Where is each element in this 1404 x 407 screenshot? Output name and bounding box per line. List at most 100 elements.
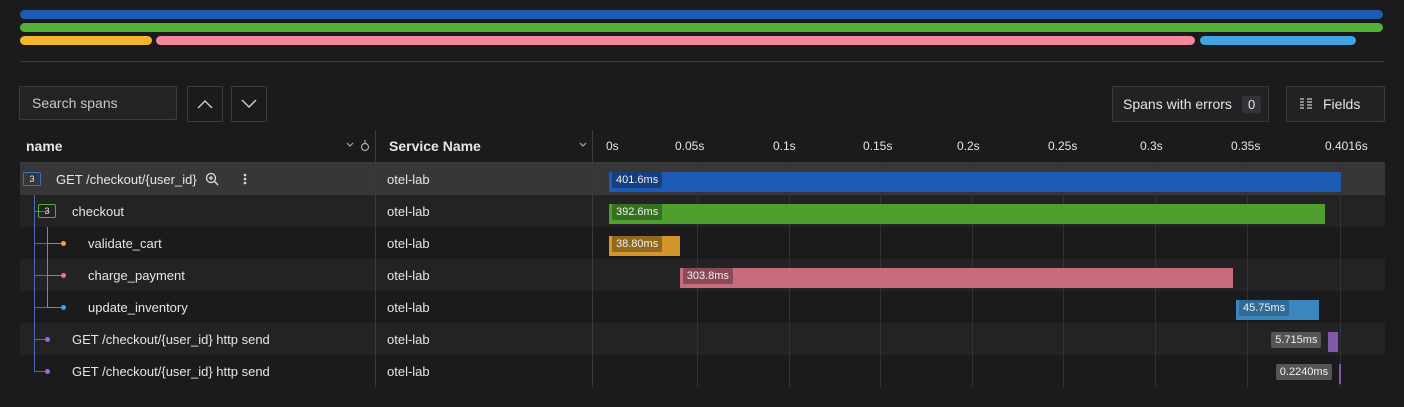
timeline-gridline: [1247, 355, 1248, 387]
span-duration-bar[interactable]: [1338, 364, 1341, 384]
timeline-gridline: [697, 227, 698, 259]
span-rows: 3 GET /checkout/{user_id} otel-lab 401.6ms 3…: [20, 163, 1385, 387]
timeline-gridline: [697, 291, 698, 323]
timeline-tick-label: 0.4016s: [1325, 139, 1368, 153]
service-sort-chevron-icon[interactable]: [579, 142, 587, 148]
child-count-badge[interactable]: 3: [23, 172, 41, 186]
span-duration-bar[interactable]: [609, 204, 1325, 224]
span-row[interactable]: 3 GET /checkout/{user_id} otel-lab 401.6ms: [20, 163, 1385, 195]
timeline-gridline: [1340, 291, 1341, 323]
trace-minimap[interactable]: [0, 0, 1404, 62]
span-duration-bar[interactable]: [1328, 332, 1339, 352]
timeline-tick-label: 0.05s: [675, 139, 705, 153]
previous-match-button[interactable]: [187, 86, 223, 122]
span-duration-bar[interactable]: [679, 268, 1234, 288]
name-column-divider[interactable]: [375, 130, 376, 387]
span-row[interactable]: 3 checkout otel-lab 392.6ms: [20, 195, 1385, 227]
span-duration-label: 303.8ms: [682, 268, 733, 284]
tree-connector: [34, 339, 48, 340]
span-name[interactable]: charge_payment: [88, 267, 185, 283]
span-name[interactable]: GET /checkout/{user_id} http send: [72, 363, 270, 379]
more-options-icon[interactable]: [243, 173, 247, 185]
timeline-gridline: [972, 323, 973, 355]
timeline-gridline: [880, 227, 881, 259]
minimap-divider: [20, 61, 1385, 62]
spans-with-errors-button[interactable]: Spans with errors 0: [1112, 86, 1269, 122]
child-count-badge[interactable]: 3: [38, 204, 56, 218]
timeline-gridline: [789, 323, 790, 355]
span-name[interactable]: validate_cart: [88, 235, 162, 251]
span-duration-bar[interactable]: [609, 236, 680, 256]
tree-connector: [34, 355, 35, 372]
minimap-span-bar: [156, 36, 1195, 45]
timeline-gridline: [1247, 227, 1248, 259]
span-duration-bar[interactable]: [1236, 300, 1320, 320]
zoom-in-icon[interactable]: [205, 172, 219, 186]
span-service-name: otel-lab: [387, 203, 430, 219]
span-row[interactable]: GET /checkout/{user_id} http send otel-la…: [20, 355, 1385, 387]
span-name[interactable]: update_inventory: [88, 299, 188, 315]
span-name[interactable]: GET /checkout/{user_id} http send: [72, 331, 270, 347]
timeline-gridline: [789, 355, 790, 387]
timeline-gridline: [1063, 355, 1064, 387]
span-row[interactable]: GET /checkout/{user_id} http send otel-la…: [20, 323, 1385, 355]
span-name[interactable]: GET /checkout/{user_id}: [56, 171, 197, 187]
column-header-service-label: Service Name: [389, 138, 481, 154]
span-row[interactable]: update_inventory otel-lab 45.75ms: [20, 291, 1385, 323]
span-row[interactable]: charge_payment otel-lab 303.8ms: [20, 259, 1385, 291]
timeline-gridline: [1155, 355, 1156, 387]
tree-connector: [47, 291, 48, 308]
column-header-name[interactable]: name: [26, 130, 63, 162]
timeline-tick-label: 0.2s: [957, 139, 980, 153]
timeline-gridline: [1063, 227, 1064, 259]
tree-connector: [34, 243, 48, 244]
timeline-gridline: [880, 323, 881, 355]
timeline-gridline: [1155, 227, 1156, 259]
tree-connector: [34, 275, 48, 276]
timeline-gridline: [1155, 291, 1156, 323]
span-duration-label: 0.2240ms: [1275, 364, 1333, 380]
columns-icon: [1300, 98, 1312, 109]
span-duration-label: 401.6ms: [612, 172, 663, 188]
timeline-tick-label: 0.1s: [773, 139, 796, 153]
spans-with-errors-label: Spans with errors: [1123, 96, 1232, 112]
timeline-gridline: [1063, 291, 1064, 323]
span-name[interactable]: checkout: [72, 203, 125, 219]
timeline-gridline: [1063, 323, 1064, 355]
timeline-gridline: [1247, 323, 1248, 355]
span-dot-icon: [61, 305, 66, 310]
span-toolbar: Spans with errors 0 Fields: [0, 86, 1404, 122]
table-header: name Service Name 0s 0.05s 0.1s 0.15s 0.2s 0.…: [20, 130, 1385, 163]
sort-chevron-icon[interactable]: [346, 142, 354, 148]
span-row[interactable]: validate_cart otel-lab 38.80ms: [20, 227, 1385, 259]
span-service-name: otel-lab: [387, 299, 430, 315]
timeline-tick-label: 0.3s: [1140, 139, 1163, 153]
fields-button[interactable]: Fields: [1286, 86, 1385, 122]
minimap-span-bar: [1200, 36, 1356, 45]
timeline-gridline: [972, 227, 973, 259]
timeline-tick-label: 0s: [606, 139, 619, 153]
timeline-gridline: [789, 291, 790, 323]
timeline-gridline: [789, 227, 790, 259]
timeline-tick-label: 0.15s: [863, 139, 893, 153]
timeline-gridline: [1155, 323, 1156, 355]
span-dot-icon: [45, 369, 50, 374]
span-service-name: otel-lab: [387, 171, 430, 187]
tree-connector: [47, 275, 61, 276]
tree-connector: [34, 211, 50, 212]
timeline-gridline: [1340, 195, 1341, 227]
span-dot-icon: [45, 337, 50, 342]
minimap-span-bar: [20, 36, 153, 45]
search-spans-input[interactable]: [19, 86, 177, 120]
service-column-divider[interactable]: [592, 130, 593, 387]
column-header-service[interactable]: Service Name: [389, 130, 481, 162]
column-resize-icon[interactable]: [360, 140, 370, 152]
timeline-gridline: [1247, 259, 1248, 291]
next-match-button[interactable]: [231, 86, 267, 122]
tree-connector: [47, 307, 61, 308]
span-service-name: otel-lab: [387, 363, 430, 379]
timeline-gridline: [880, 291, 881, 323]
minimap-span-bar: [20, 10, 1383, 19]
tree-connector: [34, 307, 48, 308]
span-duration-bar[interactable]: [609, 172, 1341, 192]
